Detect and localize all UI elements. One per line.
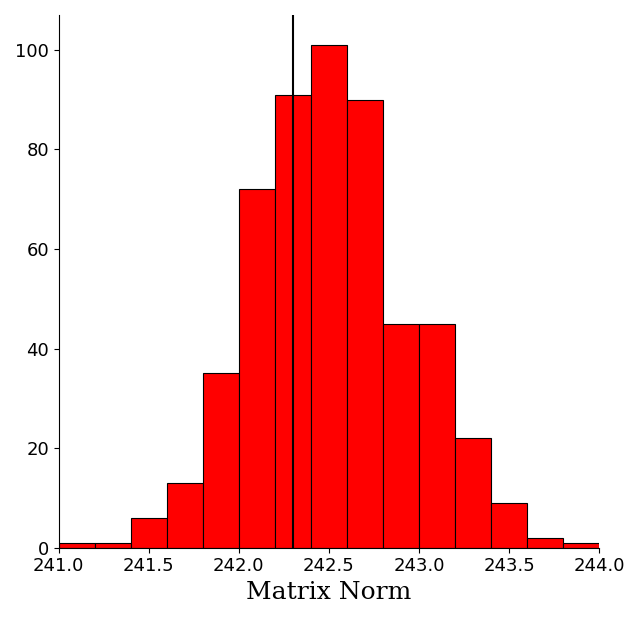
Bar: [491, 503, 527, 548]
Bar: [167, 483, 203, 548]
Bar: [347, 100, 383, 548]
Bar: [455, 438, 491, 548]
X-axis label: Matrix Norm: Matrix Norm: [246, 581, 412, 604]
Bar: [563, 543, 599, 548]
Bar: [239, 189, 275, 548]
Bar: [311, 45, 347, 548]
Bar: [203, 373, 239, 548]
Bar: [275, 95, 311, 548]
Bar: [95, 543, 131, 548]
Bar: [131, 518, 167, 548]
Bar: [59, 543, 95, 548]
Bar: [383, 324, 419, 548]
Bar: [527, 538, 563, 548]
Bar: [419, 324, 455, 548]
